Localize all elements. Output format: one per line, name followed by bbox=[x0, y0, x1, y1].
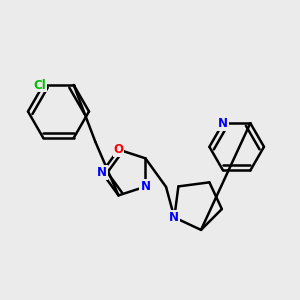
Text: N: N bbox=[140, 180, 150, 193]
Text: O: O bbox=[113, 143, 124, 156]
Text: N: N bbox=[97, 166, 107, 179]
Text: Cl: Cl bbox=[34, 79, 46, 92]
Text: N: N bbox=[218, 117, 228, 130]
Text: N: N bbox=[169, 211, 179, 224]
